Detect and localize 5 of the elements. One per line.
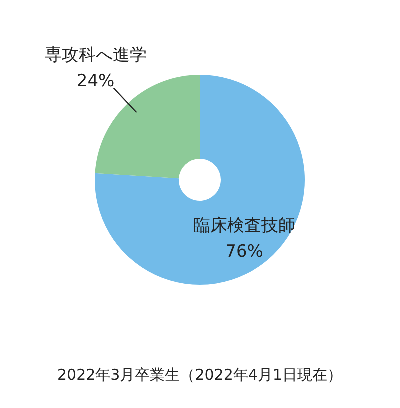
data-label: 76% <box>226 242 264 262</box>
slice-label: 臨床検査技師 <box>194 216 296 236</box>
text: 2022年3月卒業生（2022年4月1日現在） <box>56 366 344 385</box>
slice-label: 専攻科へ進学 <box>44 45 147 66</box>
data-label: 24% <box>76 71 115 92</box>
